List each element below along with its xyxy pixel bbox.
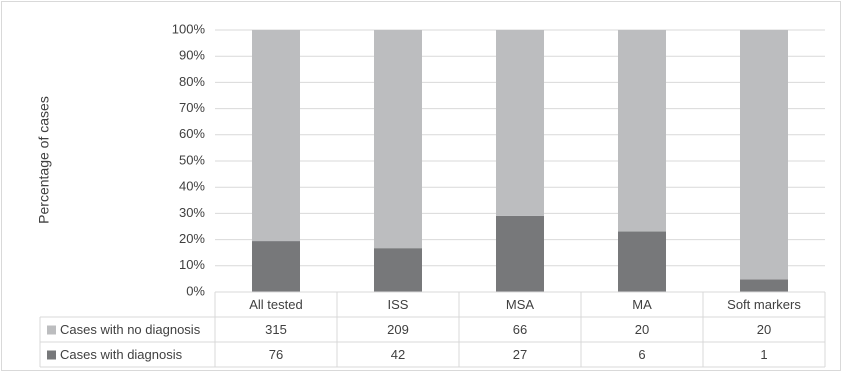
y-tick-label: 80%	[179, 74, 205, 89]
bar-segment	[618, 30, 666, 232]
bar-segment	[252, 30, 300, 242]
bar-segment	[496, 215, 544, 292]
x-tick-label: MA	[632, 297, 652, 312]
table-value: 1	[760, 347, 767, 362]
bar-segment	[740, 279, 788, 292]
x-tick-label: All tested	[249, 297, 302, 312]
bar-segment	[374, 248, 422, 292]
y-tick-label: 90%	[179, 48, 205, 63]
table-value: 315	[265, 322, 287, 337]
y-tick-label: 30%	[179, 205, 205, 220]
y-tick-label: 60%	[179, 126, 205, 141]
bar-segment	[374, 30, 422, 249]
table-value: 42	[391, 347, 405, 362]
x-tick-label: ISS	[388, 297, 409, 312]
legend-swatch	[47, 350, 56, 360]
table-value: 209	[387, 322, 409, 337]
y-axis-title: Percentage of cases	[36, 96, 52, 224]
legend-swatch	[47, 325, 56, 335]
table-value: 66	[513, 322, 527, 337]
y-tick-label: 0%	[186, 283, 205, 298]
y-tick-label: 70%	[179, 100, 205, 115]
bar-segment	[496, 30, 544, 216]
table-value: 20	[635, 322, 649, 337]
table-value: 27	[513, 347, 527, 362]
bar-segment	[618, 231, 666, 292]
y-tick-label: 100%	[172, 21, 206, 36]
y-tick-label: 10%	[179, 257, 205, 272]
legend-label: Cases with diagnosis	[60, 347, 183, 362]
y-tick-label: 40%	[179, 179, 205, 194]
table-value: 76	[269, 347, 283, 362]
legend-label: Cases with no diagnosis	[60, 322, 201, 337]
y-tick-label: 20%	[179, 231, 205, 246]
x-tick-label: Soft markers	[727, 297, 801, 312]
bar-segment	[252, 241, 300, 292]
table-value: 6	[638, 347, 645, 362]
bar-segment	[740, 30, 788, 280]
x-tick-label: MSA	[506, 297, 535, 312]
table-value: 20	[757, 322, 771, 337]
y-tick-label: 50%	[179, 152, 205, 167]
